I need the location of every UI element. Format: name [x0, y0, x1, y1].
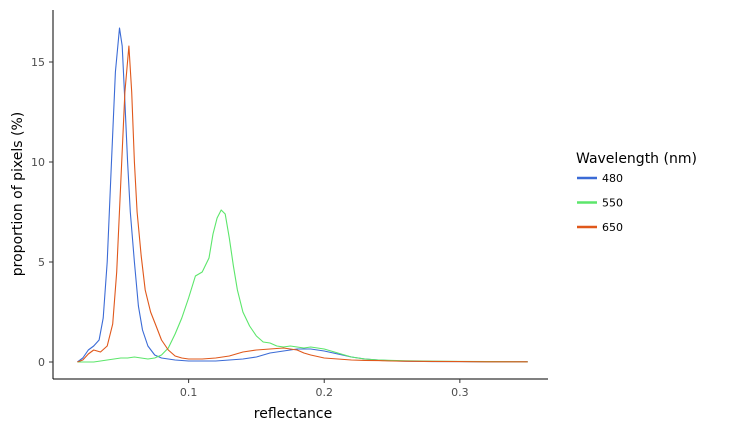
- legend-title: Wavelength (nm): [576, 151, 697, 167]
- y-tick-label: 5: [38, 256, 45, 269]
- y-tick-label: 15: [31, 56, 45, 69]
- series-line-650: [77, 45, 528, 363]
- y-axis-title: proportion of pixels (%): [10, 112, 26, 276]
- x-tick-label: 0.3: [451, 386, 469, 399]
- legend-label-550: 550: [602, 197, 623, 210]
- y-tick-label: 10: [31, 156, 45, 169]
- y-ticks: 0 5 10 15: [31, 56, 53, 369]
- axis-layer: [52, 10, 548, 380]
- legend: Wavelength (nm) 480 550 650: [576, 151, 697, 234]
- legend-items: 480 550 650: [577, 172, 623, 234]
- series-layer: [77, 27, 528, 363]
- x-tick-label: 0.1: [180, 386, 198, 399]
- x-tick-label: 0.2: [315, 386, 333, 399]
- series-line-480: [77, 27, 528, 363]
- y-tick-label: 0: [38, 356, 45, 369]
- legend-label-480: 480: [602, 172, 623, 185]
- x-ticks: 0.1 0.2 0.3: [180, 379, 469, 399]
- x-axis-title: reflectance: [254, 406, 332, 422]
- legend-label-650: 650: [602, 221, 623, 234]
- series-line-550: [77, 209, 528, 363]
